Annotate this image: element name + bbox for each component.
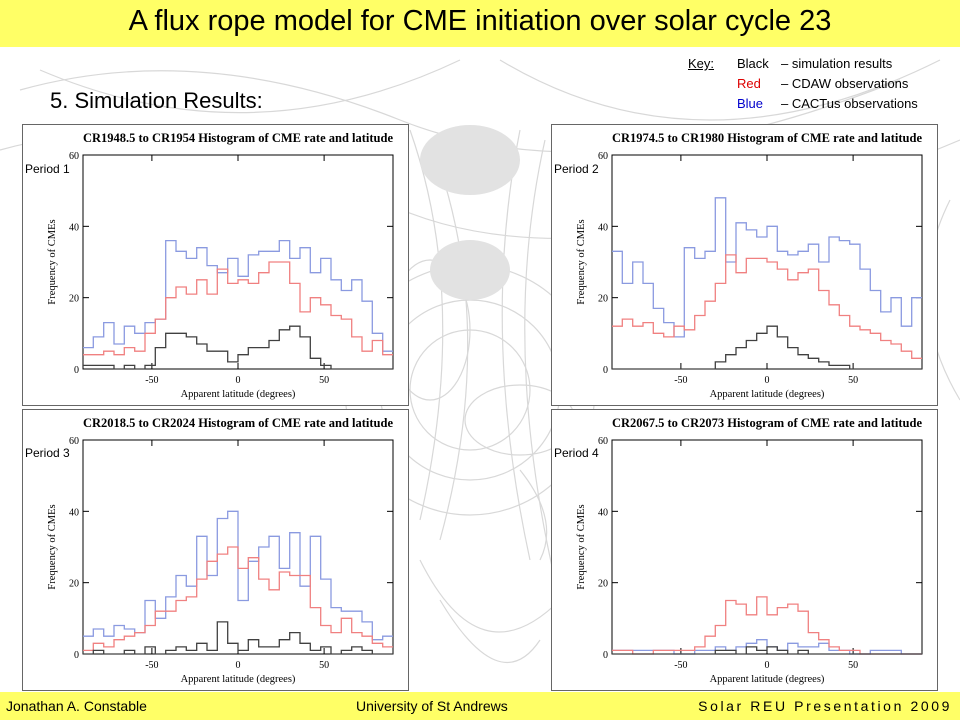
key-entry-black: Black – simulation results: [737, 54, 892, 74]
histogram-chart: CR2067.5 to CR2073 Histogram of CME rate…: [576, 416, 923, 685]
footer-author: Jonathan A. Constable: [6, 698, 147, 714]
key-description: – CDAW observations: [781, 76, 909, 91]
histogram-chart: CR1948.5 to CR1954 Histogram of CME rate…: [47, 131, 394, 400]
histogram-chart: CR2018.5 to CR2024 Histogram of CME rate…: [47, 416, 394, 685]
y-tick-label: 40: [69, 507, 79, 518]
series-line-red: [612, 596, 922, 655]
series-line-black: [83, 621, 393, 655]
histogram-chart: CR1974.5 to CR1980 Histogram of CME rate…: [576, 131, 923, 400]
y-tick-label: 0: [74, 365, 79, 376]
y-tick-label: 20: [69, 294, 79, 305]
footer-university: University of St Andrews: [356, 698, 508, 714]
chart-title: CR1974.5 to CR1980 Histogram of CME rate…: [612, 131, 922, 145]
x-tick-label: 0: [765, 375, 770, 386]
series-line-black: [612, 646, 922, 655]
series-line-black: [83, 325, 393, 370]
period-label: Period 4: [553, 446, 600, 460]
y-tick-label: 20: [598, 294, 608, 305]
chart-title: CR2067.5 to CR2073 Histogram of CME rate…: [612, 416, 922, 430]
series-line-red: [83, 261, 393, 356]
key-color-name: Black: [737, 56, 769, 71]
plot-frame: [611, 439, 923, 655]
x-tick-label: 50: [848, 375, 858, 386]
chart-title: CR2018.5 to CR2024 Histogram of CME rate…: [83, 416, 393, 430]
y-tick-label: 20: [69, 579, 79, 590]
x-tick-label: 0: [765, 660, 770, 671]
x-tick-label: -50: [145, 375, 158, 386]
x-tick-label: 0: [236, 375, 241, 386]
x-axis-label: Apparent latitude (degrees): [181, 389, 296, 400]
x-tick-label: 50: [319, 660, 329, 671]
x-tick-label: 0: [236, 660, 241, 671]
series-line-red: [612, 254, 922, 359]
y-tick-label: 40: [598, 507, 608, 518]
series-line-black: [612, 325, 922, 370]
x-tick-label: -50: [145, 660, 158, 671]
key-label: Key:: [688, 56, 715, 71]
series-line-red: [83, 546, 393, 652]
y-tick-label: 40: [598, 222, 608, 233]
y-tick-label: 60: [598, 436, 608, 447]
y-tick-label: 0: [603, 365, 608, 376]
y-tick-label: 0: [603, 650, 608, 661]
key-description: – CACTus observations: [781, 96, 918, 111]
key-entry-red: Red – CDAW observations: [737, 74, 908, 94]
section-heading: 5. Simulation Results:: [50, 88, 263, 113]
key-entry-blue: Blue – CACTus observations: [737, 94, 918, 114]
y-axis-label: Frequency of CMEs: [576, 219, 587, 304]
x-tick-label: 50: [848, 660, 858, 671]
x-axis-label: Apparent latitude (degrees): [710, 389, 825, 400]
y-tick-label: 60: [69, 151, 79, 162]
key-color-name: Red: [737, 76, 761, 91]
footer-bar: Jonathan A. Constable University of St A…: [0, 692, 960, 720]
title-bar: A flux rope model for CME initiation ove…: [0, 0, 960, 47]
x-tick-label: 50: [319, 375, 329, 386]
period-label: Period 2: [553, 162, 600, 176]
y-tick-label: 0: [74, 650, 79, 661]
chart-title: CR1948.5 to CR1954 Histogram of CME rate…: [83, 131, 393, 145]
key-description: – simulation results: [781, 56, 893, 71]
y-tick-label: 60: [598, 151, 608, 162]
histogram-panel-period-4: CR2067.5 to CR2073 Histogram of CME rate…: [551, 409, 938, 691]
x-tick-label: -50: [674, 375, 687, 386]
y-axis-label: Frequency of CMEs: [47, 504, 58, 589]
histogram-panel-period-3: CR2018.5 to CR2024 Histogram of CME rate…: [22, 409, 409, 691]
x-axis-label: Apparent latitude (degrees): [181, 674, 296, 685]
page-title: A flux rope model for CME initiation ove…: [128, 5, 832, 37]
y-tick-label: 60: [69, 436, 79, 447]
histogram-panel-period-1: CR1948.5 to CR1954 Histogram of CME rate…: [22, 124, 409, 406]
y-tick-label: 40: [69, 222, 79, 233]
series-line-blue: [83, 239, 393, 352]
histogram-panel-period-2: CR1974.5 to CR1980 Histogram of CME rate…: [551, 124, 938, 406]
key-color-name: Blue: [737, 96, 764, 111]
period-label: Period 1: [24, 162, 71, 176]
y-axis-label: Frequency of CMEs: [576, 504, 587, 589]
y-tick-label: 20: [598, 579, 608, 590]
period-label: Period 3: [24, 446, 71, 460]
footer-presentation: Solar REU Presentation 2009: [698, 698, 952, 714]
x-tick-label: -50: [674, 660, 687, 671]
series-line-blue: [612, 197, 922, 338]
x-axis-label: Apparent latitude (degrees): [710, 674, 825, 685]
series-line-blue: [83, 510, 393, 641]
y-axis-label: Frequency of CMEs: [47, 219, 58, 304]
